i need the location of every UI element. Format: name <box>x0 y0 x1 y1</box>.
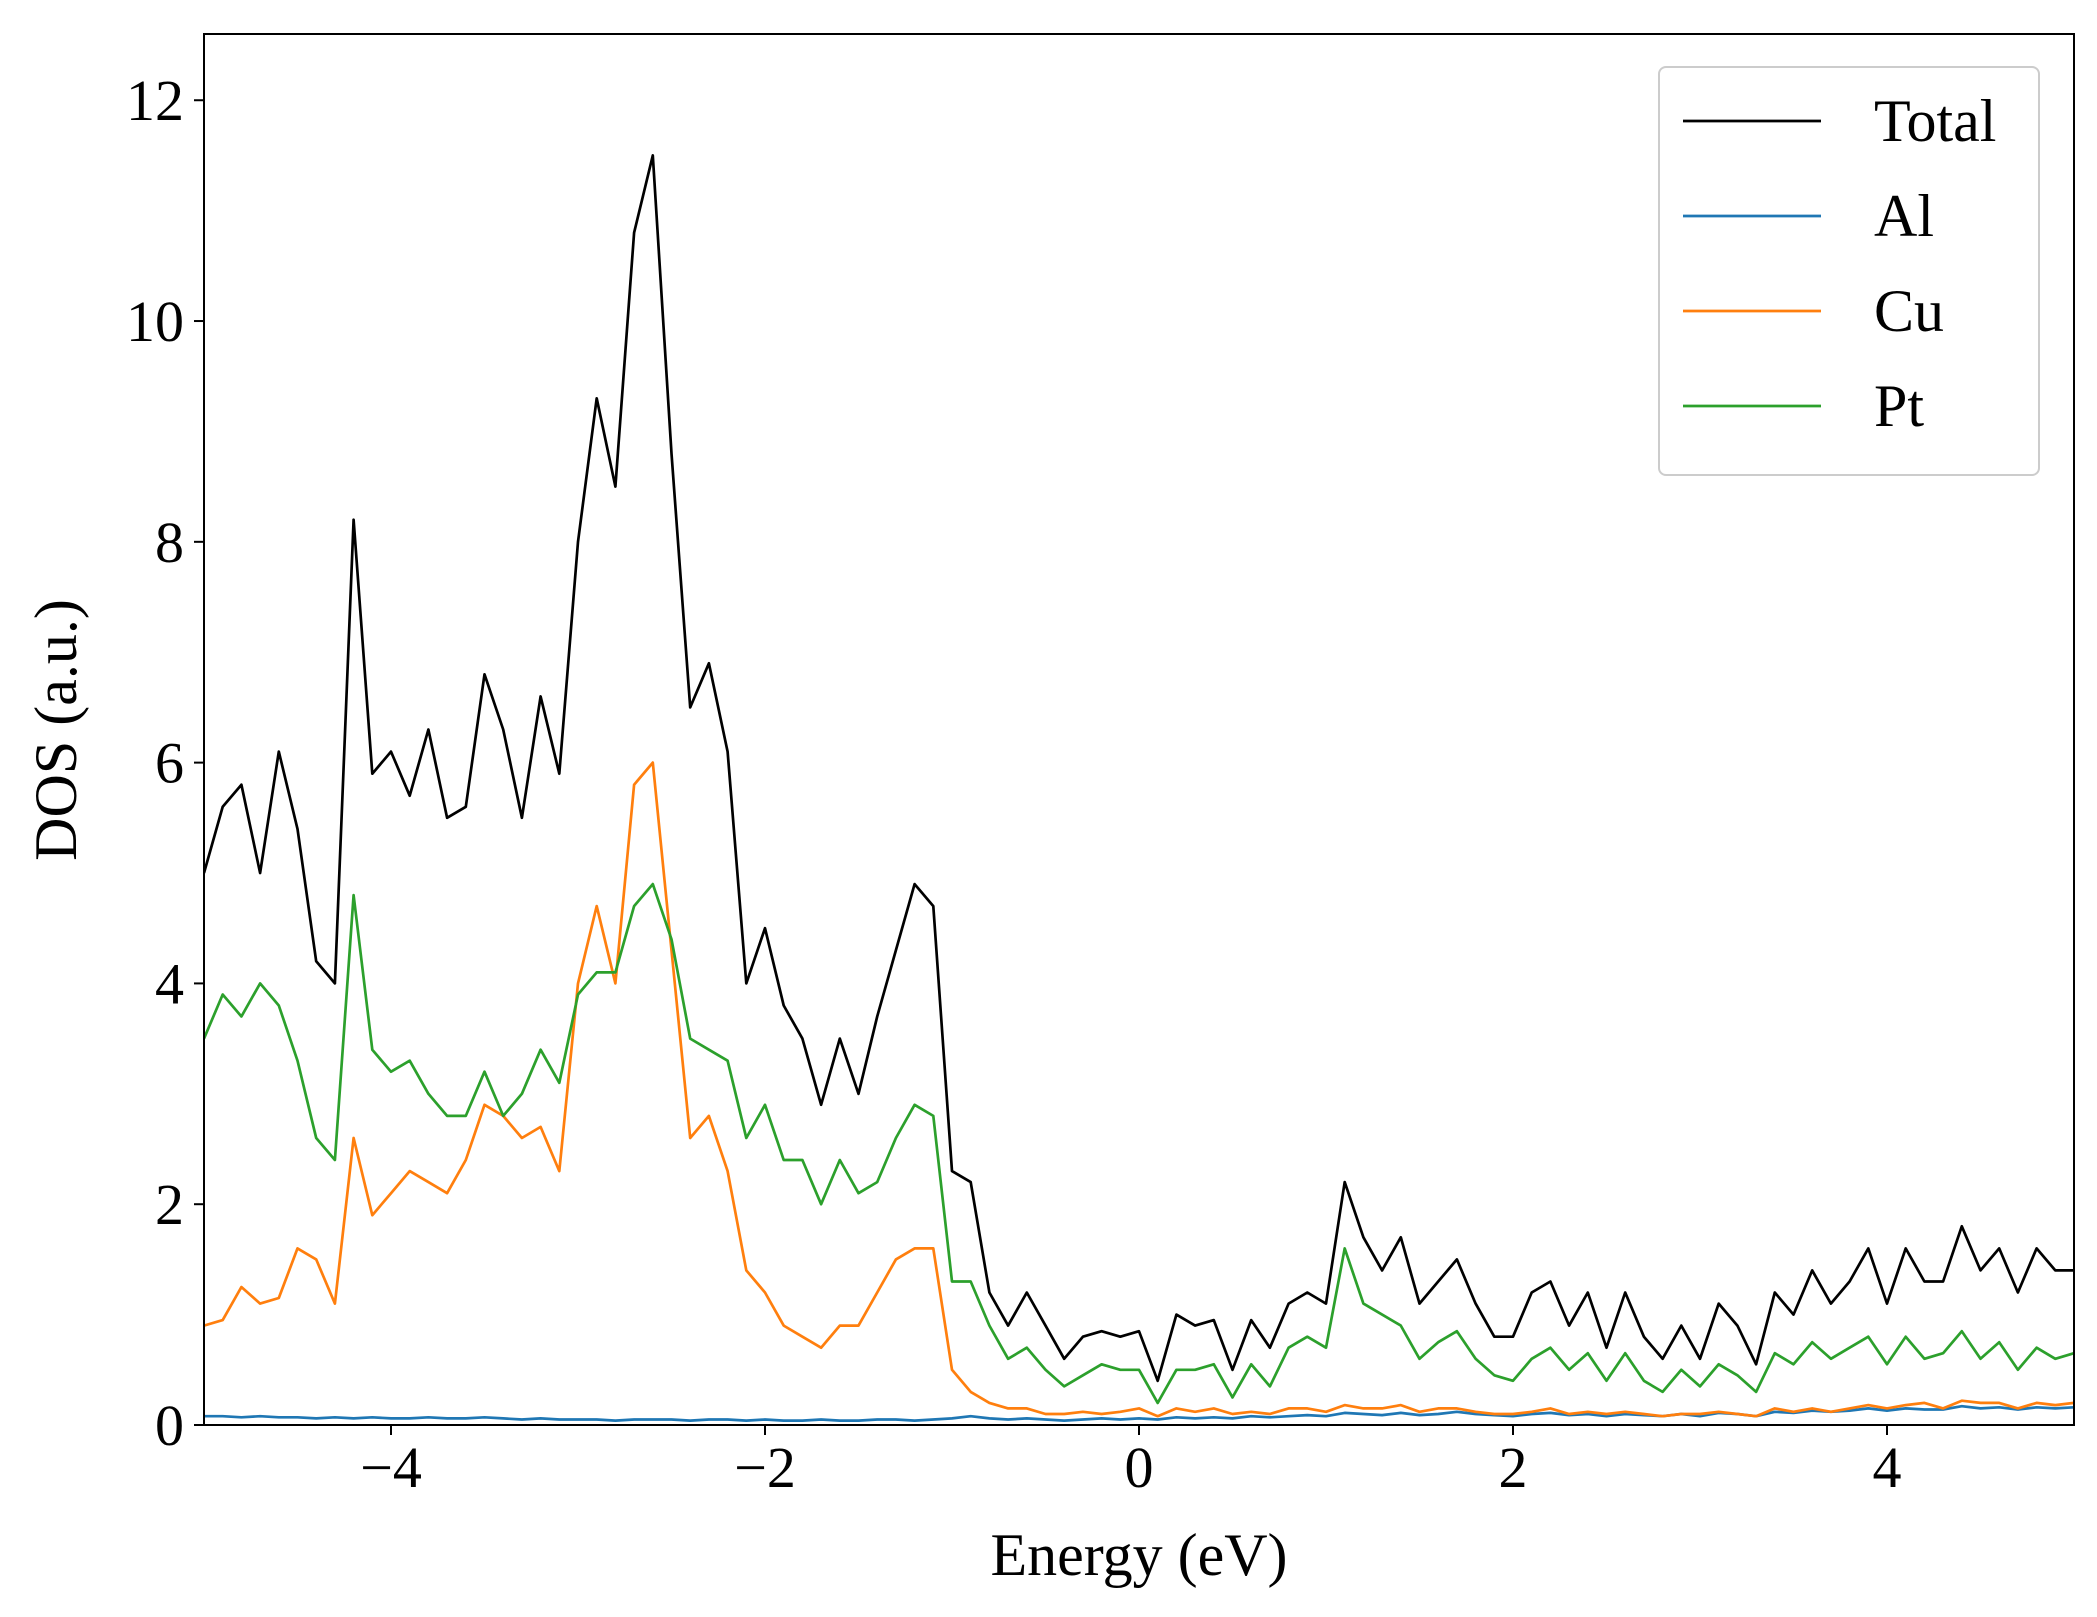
y-tick-label: 4 <box>155 951 184 1016</box>
legend-label: Al <box>1874 183 1934 249</box>
legend-label: Pt <box>1874 373 1924 439</box>
x-tick-label: −2 <box>734 1435 796 1500</box>
plot-frame <box>203 33 2075 1426</box>
series-line <box>204 882 2074 1405</box>
x-tick-label: 2 <box>1499 1435 1528 1500</box>
series-line <box>204 761 2074 1418</box>
y-tick-label: 12 <box>126 68 184 133</box>
y-axis-label: DOS (a.u.) <box>23 599 89 861</box>
y-tick-label: 8 <box>155 510 184 575</box>
y-tick-label: 6 <box>155 731 184 796</box>
y-tick-label: 0 <box>155 1393 184 1458</box>
series-line <box>204 154 2074 1383</box>
x-tick-label: −4 <box>360 1435 422 1500</box>
x-tick-label: 4 <box>1873 1435 1902 1500</box>
x-axis-label: Energy (eV) <box>990 1522 1287 1588</box>
legend-label: Total <box>1874 88 1996 154</box>
x-tick-label: 0 <box>1125 1435 1154 1500</box>
legend-box <box>1658 66 2040 476</box>
y-tick-label: 2 <box>155 1172 184 1237</box>
y-tick-label: 10 <box>126 289 184 354</box>
legend-label: Cu <box>1874 278 1944 344</box>
